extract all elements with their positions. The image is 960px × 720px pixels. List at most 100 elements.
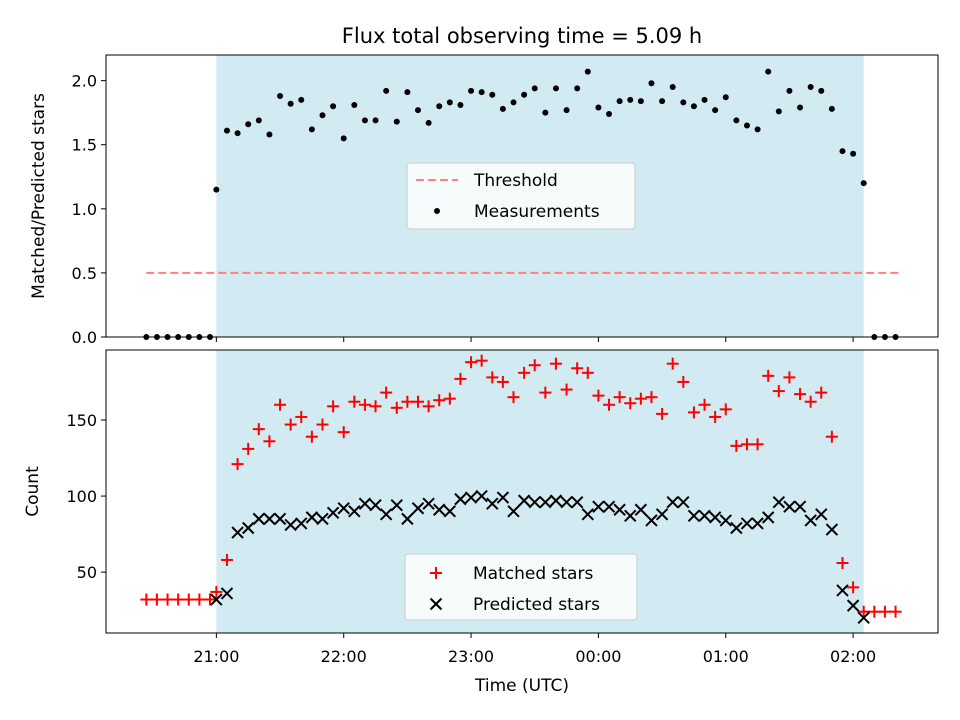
measurement-point <box>574 85 581 92</box>
predicted-star-point <box>592 500 605 513</box>
predicted-star-point-b <box>719 514 732 527</box>
predicted-star-point <box>719 514 732 527</box>
predicted-star-point <box>305 511 319 524</box>
measurement-point <box>712 107 719 114</box>
matched-star-point <box>327 400 340 413</box>
measurement-point <box>499 105 506 112</box>
measurement-point <box>680 99 687 106</box>
matched-star-point <box>740 438 753 451</box>
predicted-star-point-b <box>422 497 435 510</box>
predicted-star-point-b <box>740 517 754 530</box>
matched-star-point <box>161 593 174 606</box>
chart-title: Flux total observing time = 5.09 h <box>342 24 702 48</box>
matched-star-point <box>210 585 223 598</box>
matched-star-point <box>140 593 153 606</box>
predicted-star-point <box>645 514 658 527</box>
matched-star-point <box>687 406 700 419</box>
predicted-star-point-b <box>708 511 722 524</box>
matched-star-point <box>528 359 541 372</box>
predicted-star-point-b <box>433 503 446 516</box>
predicted-star-point-b <box>517 494 531 507</box>
predicted-star-point-b <box>379 508 393 521</box>
predicted-star-point <box>210 593 223 606</box>
predicted-star-point-b <box>857 611 870 624</box>
predicted-star-point <box>677 495 690 509</box>
x-tick-label: 21:00 <box>193 647 239 666</box>
predicted-star-point-b <box>613 503 626 516</box>
measurement-point <box>775 108 782 115</box>
measurement-point <box>478 89 485 96</box>
measurement-point <box>818 87 825 94</box>
matched-star-point <box>592 389 605 402</box>
predicted-star-point <box>708 511 722 524</box>
matched-star-point <box>390 401 403 414</box>
predicted-star-point-b <box>263 512 276 526</box>
predicted-star-point-b <box>443 505 457 518</box>
predicted-star-point <box>761 511 775 524</box>
matched-star-point <box>560 383 573 396</box>
predicted-star-point-b <box>411 502 425 515</box>
measurement-point <box>446 99 453 106</box>
matched-star-point <box>475 354 488 367</box>
measurement-point <box>383 87 390 94</box>
top-panel: Flux total observing time = 5.09 h Match… <box>29 24 939 347</box>
predicted-star-point-b <box>539 495 552 509</box>
predicted-star-point-b <box>390 498 403 512</box>
matched-stars-series <box>140 354 902 618</box>
top-legend-box <box>406 162 636 230</box>
bottom-plot-frame <box>105 349 939 634</box>
matched-star-point <box>316 418 329 431</box>
measurement-point <box>340 135 347 142</box>
matched-star-point <box>709 410 722 423</box>
measurement-point <box>733 117 740 124</box>
measurement-point <box>223 127 230 134</box>
matched-star-point <box>252 423 265 436</box>
matched-star-point <box>656 407 669 420</box>
measurement-point <box>319 112 326 119</box>
predicted-star-point <box>804 514 817 527</box>
matched-star-point <box>284 418 297 431</box>
matched-star-point <box>274 398 287 411</box>
measurement-point <box>637 98 644 105</box>
matched-star-point <box>295 410 308 423</box>
predicted-star-point <box>241 521 255 535</box>
predicted-star-point <box>443 505 457 518</box>
x-tick-label: 00:00 <box>575 647 621 666</box>
matched-star-point <box>889 605 902 618</box>
matched-star-point <box>549 357 562 370</box>
predicted-star-point-b <box>369 498 382 512</box>
measurement-point <box>510 99 517 106</box>
matched-star-point <box>730 439 743 452</box>
matched-star-point <box>677 375 690 388</box>
predicted-star-point <box>687 509 701 523</box>
predicted-star-point-b <box>401 512 414 526</box>
matched-star-point <box>150 593 163 606</box>
measurement-point <box>234 130 241 137</box>
predicted-star-point <box>231 526 244 539</box>
matched-star-point <box>847 581 860 594</box>
bottom-x-ticks: 21:00 22:00 23:00 00:00 01:00 02:00 <box>193 633 876 666</box>
predicted-star-point-b <box>241 521 255 535</box>
predicted-star-point-b <box>846 599 860 612</box>
measurement-point <box>415 107 421 114</box>
predicted-stars-legend-swatch <box>429 597 443 611</box>
matched-star-point <box>305 430 318 443</box>
predicted-star-point-b <box>496 491 510 504</box>
bottom-y-ticks: 50 100 150 <box>66 411 106 582</box>
predicted-star-point <box>252 512 266 526</box>
predicted-star-point-b <box>645 514 658 527</box>
predicted-star-point-b <box>252 512 266 526</box>
matched-star-point <box>204 593 216 606</box>
predicted-star-point-b <box>475 489 488 503</box>
predicted-star-point <box>411 502 425 515</box>
measurement-point <box>797 104 804 111</box>
x-tick-label: 01:00 <box>703 647 749 666</box>
matched-star-point <box>465 356 478 369</box>
measurement-point <box>287 100 294 107</box>
predicted-star-point-b <box>730 521 743 535</box>
predicted-star-point <box>486 497 499 510</box>
top-plot-frame <box>105 54 939 338</box>
matched-star-point <box>624 397 637 410</box>
predicted-star-point <box>507 505 520 518</box>
predicted-star-point-b <box>486 497 499 510</box>
